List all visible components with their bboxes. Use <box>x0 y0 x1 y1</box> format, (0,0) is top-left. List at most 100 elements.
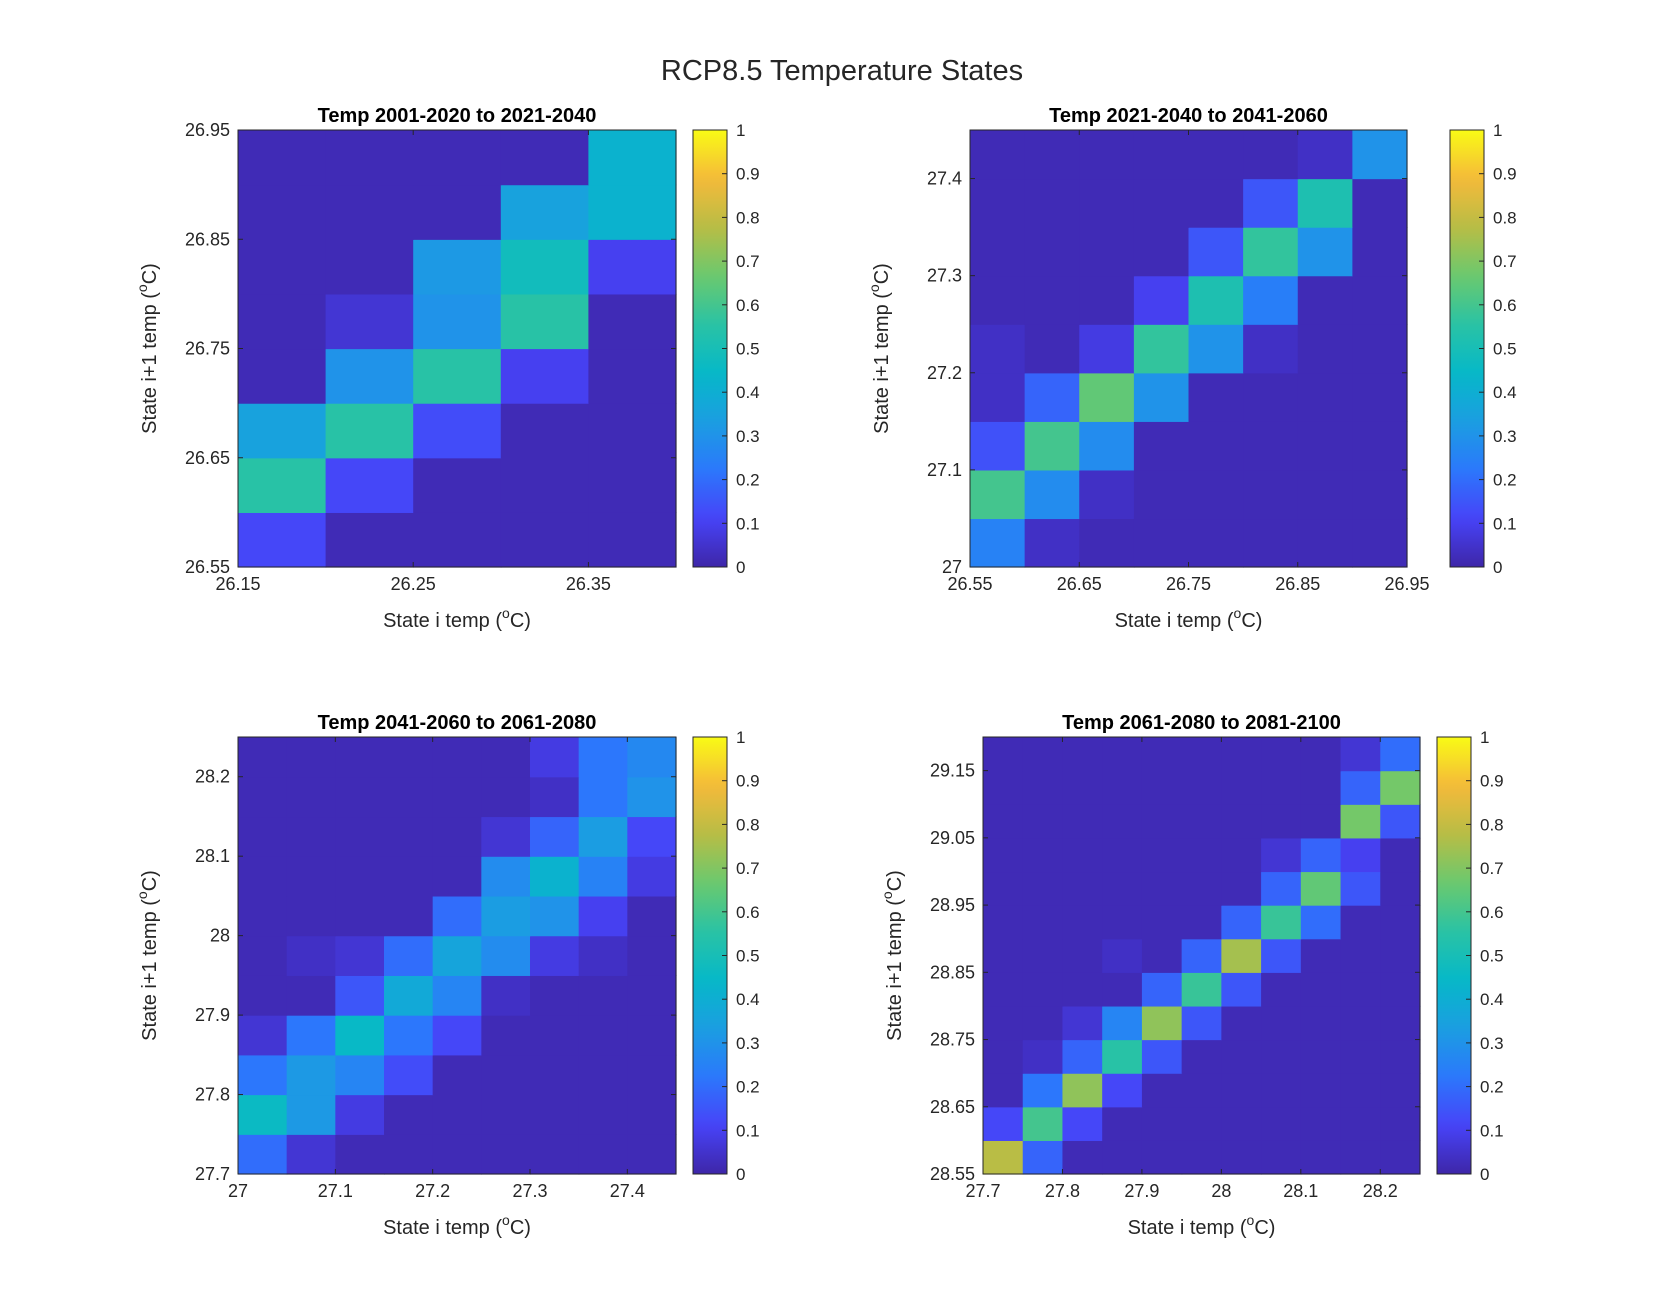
heatmap-cell <box>413 403 502 459</box>
heatmap-cell <box>1300 1005 1342 1041</box>
heatmap-cell <box>1181 1106 1222 1141</box>
colorbar-tick-label: 0 <box>736 558 745 577</box>
heatmap-cell <box>238 1054 288 1096</box>
heatmap-cell <box>238 348 327 404</box>
heatmap-cell <box>970 421 1026 471</box>
heatmap-cell <box>1062 1005 1103 1041</box>
heatmap-cell <box>432 816 482 857</box>
heatmap-cell <box>432 737 482 778</box>
heatmap-cell <box>238 895 288 937</box>
heatmap-cell <box>432 1134 482 1175</box>
heatmap-cell <box>432 895 482 937</box>
axes-frame <box>982 736 1421 1175</box>
heatmap-cell <box>1062 1106 1103 1141</box>
heatmap-cell <box>1024 178 1080 228</box>
heatmap-cell <box>1380 1106 1421 1141</box>
heatmap-cell <box>1102 1106 1143 1141</box>
heatmap-cell <box>970 178 1026 228</box>
heatmap-cell <box>578 1015 628 1056</box>
heatmap-cell <box>1243 275 1299 325</box>
heatmap-cell <box>384 1134 434 1175</box>
heatmap-cell <box>1352 275 1408 325</box>
heatmap-cell <box>384 737 434 778</box>
heatmap-cell <box>500 184 589 240</box>
y-tick-label: 29.15 <box>930 761 975 781</box>
heatmap-cell <box>413 293 502 350</box>
heatmap-cell <box>1300 871 1342 906</box>
heatmap-cell <box>1079 227 1135 277</box>
colorbar <box>692 736 728 1175</box>
heatmap-cell <box>325 130 414 186</box>
colorbar-tick-label: 1 <box>1480 728 1489 747</box>
y-tick-label: 26.85 <box>185 229 230 249</box>
heatmap-cell <box>1062 837 1103 873</box>
heatmap-cell <box>1243 469 1299 520</box>
y-tick-label: 29.05 <box>930 828 975 848</box>
heatmap-cell <box>1380 737 1421 772</box>
y-tick-label: 28.75 <box>930 1030 975 1050</box>
heatmap-cell <box>1261 770 1302 805</box>
heatmap-cell <box>384 1054 434 1096</box>
colorbar-tick-label: 0.1 <box>736 1121 760 1140</box>
heatmap-cell <box>970 469 1026 520</box>
heatmap-panel-2: Temp 2021-2040 to 2041-2060 26.55 26.65 26.… <box>866 105 1517 632</box>
heatmap-cell <box>1221 1073 1262 1108</box>
heatmap-cell <box>1261 905 1302 940</box>
heatmap-cell <box>413 512 502 568</box>
heatmap-cell <box>1141 905 1183 940</box>
x-tick-label: 27.1 <box>318 1181 353 1201</box>
heatmap-cell <box>588 512 677 568</box>
heatmap-cell <box>627 935 677 976</box>
heatmap-cell <box>1300 938 1342 973</box>
heatmap-cell <box>1062 1039 1103 1074</box>
heatmap-cell <box>1340 938 1381 973</box>
heatmap-cell <box>413 184 502 240</box>
heatmap-cell <box>1297 421 1353 471</box>
heatmap-cell <box>1141 737 1183 772</box>
colorbar-tick-label: 0 <box>736 1165 745 1184</box>
heatmap-cell <box>238 457 327 513</box>
y-tick-label: 27.2 <box>927 363 962 383</box>
heatmap-cell <box>1022 1073 1064 1108</box>
heatmap-cell <box>384 975 434 1016</box>
heatmap-cell <box>1380 837 1421 873</box>
heatmap-cell <box>384 816 434 857</box>
heatmap-cell <box>578 935 628 976</box>
heatmap-cell <box>1261 1073 1302 1108</box>
colorbar-tick-label: 0.7 <box>736 859 760 878</box>
heatmap-cell <box>1062 938 1103 973</box>
heatmap-cell <box>983 1140 1024 1175</box>
heatmap-cell <box>1188 130 1244 180</box>
panel-title: Temp 2021-2040 to 2041-2060 <box>1049 105 1328 127</box>
heatmap-cell <box>1141 938 1183 973</box>
heatmap-cell <box>1221 837 1262 873</box>
heatmap-cell <box>627 1015 677 1056</box>
heatmap-cell <box>588 457 677 513</box>
heatmap-cell <box>384 1094 434 1135</box>
y-tick-label: 28.95 <box>930 895 975 915</box>
heatmap-cell <box>335 776 385 818</box>
heatmap-cell <box>1062 770 1103 805</box>
heatmap-cell <box>1022 871 1064 906</box>
heatmap-cell <box>238 776 288 818</box>
colorbar-tick-label: 0.4 <box>1493 383 1517 402</box>
heatmap-cell <box>500 403 589 459</box>
heatmap-cell <box>1300 1140 1342 1175</box>
heatmap-cell <box>1188 227 1244 277</box>
panel-title: Temp 2061-2080 to 2081-2100 <box>1062 712 1341 734</box>
heatmap-cell <box>238 239 327 295</box>
heatmap-cell <box>530 856 580 897</box>
heatmap-cell <box>1079 518 1135 568</box>
heatmap-cell <box>1380 1005 1421 1041</box>
heatmap-cell <box>1188 324 1244 374</box>
heatmap-cell <box>530 776 580 818</box>
heatmap-cell <box>1340 737 1381 772</box>
heatmap-cell <box>238 737 288 778</box>
heatmap-cell <box>1243 324 1299 374</box>
y-tick-label: 28.1 <box>195 846 230 866</box>
heatmap-cell <box>481 975 531 1016</box>
heatmap-cell <box>1079 275 1135 325</box>
heatmap-cell <box>1352 324 1408 374</box>
heatmap-cell <box>286 776 336 818</box>
heatmap-cell <box>1380 1073 1421 1108</box>
